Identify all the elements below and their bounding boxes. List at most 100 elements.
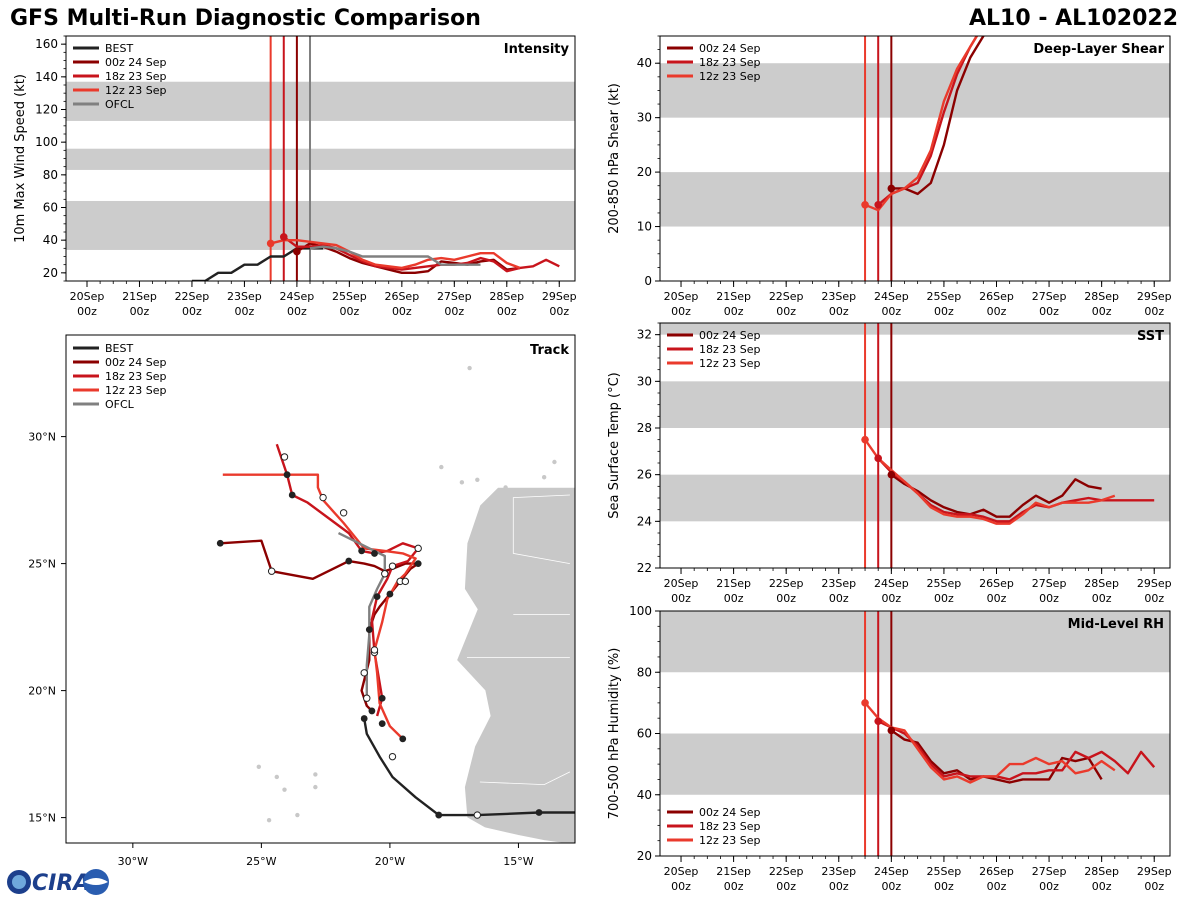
x-tick-hour-label: 00z (987, 880, 1007, 893)
y-tick-label: 100 (629, 604, 652, 618)
track-marker-open (401, 577, 410, 586)
globe-inner-icon (12, 875, 26, 889)
track-marker-filled (288, 491, 296, 499)
lat-tick-label: 15°N (28, 812, 56, 825)
figure-title: GFS Multi-Run Diagnostic Comparison (10, 6, 481, 31)
x-tick-hour-label: 00z (776, 592, 796, 605)
y-tick-label: 40 (43, 233, 58, 247)
legend-label: 00z 24 Sep (105, 356, 167, 369)
init-marker (861, 435, 869, 444)
x-tick-date-label: 20Sep (664, 577, 699, 590)
y-tick-label: 100 (35, 135, 58, 149)
lat-tick-label: 25°N (28, 558, 56, 571)
series-line-00z-24-sep (296, 242, 521, 274)
x-tick-hour-label: 00z (829, 592, 849, 605)
island-marker (439, 464, 444, 470)
series-line-18z-23-sep (877, 720, 1156, 781)
x-tick-hour-label: 00z (724, 305, 744, 318)
series-line-12z-23-sep (864, 702, 1116, 784)
x-tick-hour-label: 00z (1092, 592, 1112, 605)
threshold-band (66, 81, 575, 121)
series-line-00z-24-sep (890, 729, 1103, 784)
x-tick-hour-label: 00z (1144, 592, 1164, 605)
x-tick-date-label: 25Sep (332, 290, 367, 303)
threshold-band (660, 63, 1170, 118)
init-marker (887, 726, 896, 735)
x-tick-hour-label: 00z (1039, 305, 1059, 318)
x-tick-date-label: 24Sep (874, 865, 909, 878)
x-tick-hour-label: 00z (1092, 880, 1112, 893)
land-polygon (456, 486, 575, 843)
lon-tick-label: 25°W (246, 855, 276, 868)
track-marker-filled (399, 735, 407, 743)
panel-plot-area (660, 36, 1170, 281)
island-marker (541, 475, 547, 480)
panel-title: Track (530, 343, 569, 358)
panel-track: 30°W 25°W 20°W 15°W 15°N 20°N 25°N 30°N Track BES… (28, 334, 576, 868)
x-tick-hour-label: 00z (934, 880, 954, 893)
init-marker (293, 247, 301, 256)
x-tick-hour-label: 00z (1144, 305, 1164, 318)
x-tick-hour-label: 00z (1092, 305, 1112, 318)
legend-label: 12z 23 Sep (699, 70, 761, 83)
x-tick-date-label: 29Sep (1137, 577, 1172, 590)
y-tick-label: 80 (43, 168, 58, 182)
legend-label: 12z 23 Sep (699, 834, 761, 847)
lon-tick-label: 20°W (375, 855, 405, 868)
x-tick-hour-label: 00z (671, 305, 691, 318)
init-marker (861, 699, 869, 707)
y-tick-label: 80 (637, 665, 652, 679)
country-border (512, 494, 570, 564)
y-tick-label: 24 (637, 514, 652, 528)
panel-intensity: 20 40 60 80 100 120 140 160 20Sep 00z 21Sep 00z 22Se… (13, 35, 577, 318)
x-tick-hour-label: 00z (549, 305, 569, 318)
x-tick-date-label: 22Sep (769, 865, 804, 878)
x-tick-hour-label: 00z (1144, 880, 1164, 893)
track-marker-open (414, 544, 422, 553)
init-marker (887, 470, 896, 479)
y-tick-label: 30 (637, 111, 652, 125)
y-tick-label: 0 (644, 274, 652, 288)
x-tick-hour-label: 00z (671, 592, 691, 605)
x-tick-hour-label: 00z (987, 305, 1007, 318)
track-marker-filled (535, 809, 543, 816)
init-marker (874, 717, 882, 726)
panel-plot-area (66, 36, 575, 281)
x-tick-hour-label: 00z (182, 305, 202, 318)
x-tick-hour-label: 00z (1039, 592, 1059, 605)
track-marker-filled (358, 547, 366, 555)
island-marker (282, 787, 287, 792)
legend-label: 00z 24 Sep (699, 42, 761, 55)
panel-title: Intensity (504, 42, 570, 57)
y-axis-label: 10m Max Wind Speed (kt) (13, 74, 28, 243)
x-tick-hour-label: 00z (776, 880, 796, 893)
track-line-12z-23-sep (222, 473, 417, 740)
threshold-band (66, 200, 575, 250)
country-border (479, 771, 571, 786)
series-line-12z-23-sep (864, 439, 1116, 525)
x-tick-hour-label: 00z (497, 305, 517, 318)
island-marker (274, 774, 279, 780)
island-marker (266, 817, 272, 823)
track-marker-filled (345, 557, 353, 565)
x-tick-hour-label: 00z (934, 305, 954, 318)
x-tick-hour-label: 00z (934, 592, 954, 605)
x-tick-hour-label: 00z (392, 305, 412, 318)
island-marker (459, 480, 465, 485)
y-tick-label: 10 (637, 220, 652, 234)
noaa-bird-icon (84, 878, 108, 885)
track-marker-open (381, 570, 389, 578)
y-axis-label: 200-850 hPa Shear (kt) (607, 83, 622, 234)
x-tick-date-label: 28Sep (489, 290, 524, 303)
y-tick-label: 120 (35, 103, 58, 117)
island-marker (313, 784, 318, 790)
series-line-12z-23-sep (864, 36, 979, 212)
panel-plot-area (660, 323, 1170, 568)
x-tick-hour-label: 00z (987, 592, 1007, 605)
x-tick-hour-label: 00z (829, 305, 849, 318)
init-marker (279, 233, 288, 241)
island-marker (256, 764, 262, 769)
init-marker (266, 239, 275, 248)
lon-tick-label: 30°W (118, 855, 148, 868)
